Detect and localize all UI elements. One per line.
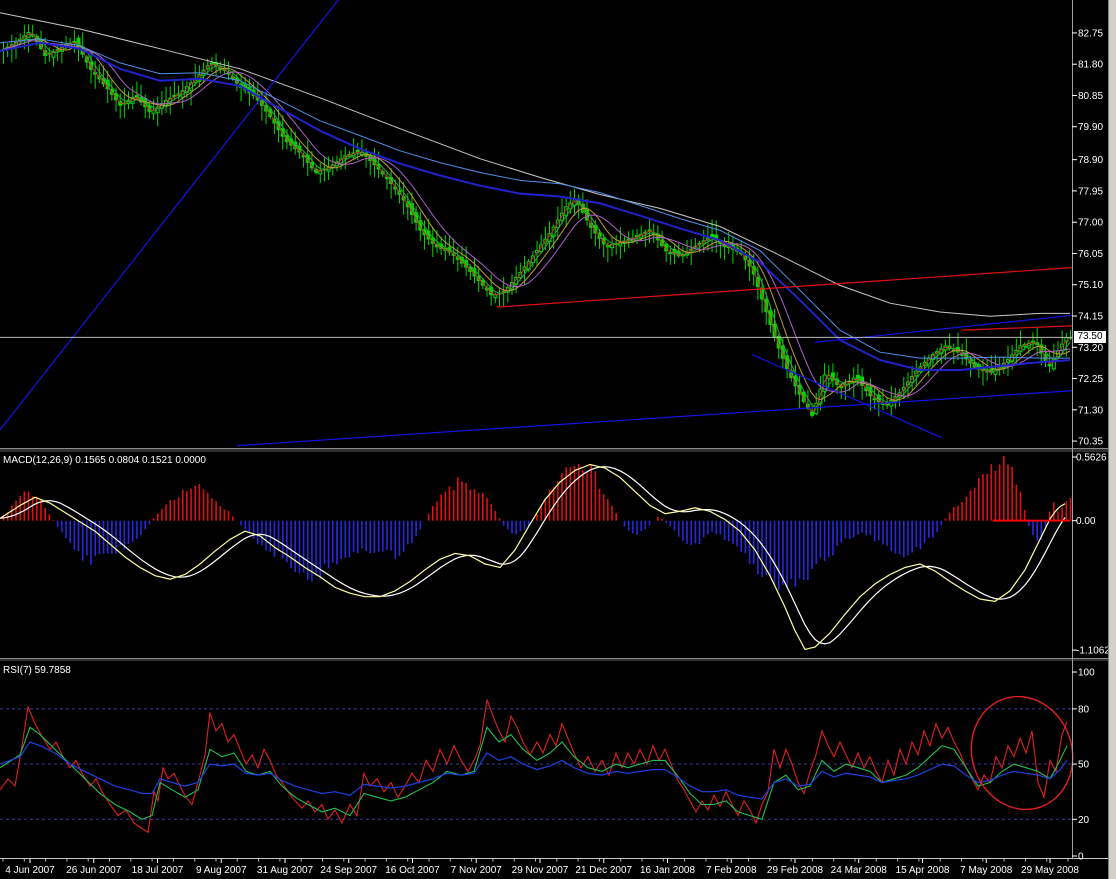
date-axis-label: 16 Oct 2007 [385, 865, 440, 876]
current-price-badge: 73.50 [1074, 331, 1106, 344]
ma-light-blue [0, 38, 1070, 359]
red-resistance-line [496, 267, 1073, 308]
price-axis-label: 75.10 [1078, 280, 1103, 291]
macd-axis-label: -1.1062 [1076, 646, 1110, 657]
date-axis-label: 16 Jan 2008 [640, 865, 695, 876]
date-axis-label: 7 Nov 2007 [451, 865, 503, 876]
red-circle-annotation [970, 695, 1074, 811]
window-right-frame[interactable] [1108, 0, 1116, 879]
main-chart-panel[interactable] [0, 0, 1072, 447]
price-axis-label: 81.80 [1078, 60, 1103, 71]
date-axis[interactable]: 4 Jun 2007 26 Jun 2007 18 Jul 2007 9 Aug 20… [2, 859, 1079, 876]
panel-separator[interactable] [0, 658, 1108, 661]
rsi-annotation [970, 695, 1074, 811]
date-axis-label: 7 Feb 2008 [706, 865, 757, 876]
price-axis-label: 70.35 [1078, 437, 1103, 448]
rsi-axis-label: 0 [1078, 852, 1084, 863]
date-axis-label: 29 Nov 2007 [512, 865, 569, 876]
rsi-axis-label: 100 [1078, 668, 1095, 679]
macd-lines [0, 463, 1070, 651]
price-axis-label: 80.85 [1078, 91, 1103, 102]
rsi-fast-red [0, 699, 1068, 834]
date-axis-label: 29 Feb 2008 [767, 865, 824, 876]
macd-main-line [0, 463, 1066, 651]
red-level-segment [961, 325, 1073, 331]
rsi-indicator-label: RSI(7) 59.7858 [3, 665, 71, 676]
macd-axis-label: 0.00 [1076, 516, 1096, 527]
long-support-line [236, 390, 1073, 447]
rsi-slow-blue [0, 741, 1068, 800]
date-axis-label: 4 Jun 2007 [5, 865, 55, 876]
rsi-axis[interactable]: 100 80 50 20 0 [1072, 668, 1095, 863]
date-axis-label: 31 Aug 2007 [257, 865, 314, 876]
macd-axis-label: 0.5626 [1076, 453, 1107, 464]
rsi-levels [0, 708, 1072, 820]
price-axis-label: 78.90 [1078, 155, 1103, 166]
short-downtrend-line [751, 353, 943, 439]
rsi-panel[interactable] [0, 661, 1072, 857]
rsi-axis-label: 20 [1078, 815, 1090, 826]
price-axis-label: 77.00 [1078, 218, 1103, 229]
date-axis-label: 18 Jul 2007 [132, 865, 184, 876]
price-axis-label: 74.15 [1078, 311, 1103, 322]
date-axis-label: 24 Sep 2007 [320, 865, 377, 876]
panel-chrome [0, 0, 1108, 859]
date-axis-label: 24 Mar 2008 [831, 865, 888, 876]
rsi-lines [0, 699, 1068, 834]
date-axis-label: 21 Dec 2007 [575, 865, 632, 876]
date-axis-label: 29 May 2008 [1021, 865, 1079, 876]
steep-uptrend-line [0, 0, 339, 431]
ma-dark-blue [0, 41, 1071, 371]
ma-slow-white [0, 12, 1070, 317]
rsi-axis-label: 80 [1078, 704, 1090, 715]
price-axis-label: 79.90 [1078, 122, 1103, 133]
price-axis-label: 77.95 [1078, 186, 1103, 197]
moving-averages [0, 12, 1071, 371]
panel-separator[interactable] [0, 448, 1108, 452]
price-axis-label: 82.75 [1078, 28, 1103, 39]
date-axis-label: 9 Aug 2007 [196, 865, 247, 876]
date-axis-label: 15 Apr 2008 [896, 865, 950, 876]
macd-axis[interactable]: 0.5626 0.00 -1.1062 [1072, 453, 1110, 657]
rsi-mid-green [0, 726, 1068, 820]
rsi-axis-label: 50 [1078, 760, 1090, 771]
price-axis-label: 73.20 [1078, 343, 1103, 354]
date-axis-label: 7 May 2008 [960, 865, 1013, 876]
macd-panel[interactable] [0, 452, 1072, 657]
macd-histogram [2, 456, 1072, 591]
price-axis-label: 72.25 [1078, 374, 1103, 385]
date-axis-label: 26 Jun 2007 [66, 865, 121, 876]
macd-indicator-label: MACD(12,26,9) 0.1565 0.0804 0.1521 0.000… [3, 455, 206, 466]
price-axis-label: 71.30 [1078, 405, 1103, 416]
price-axis[interactable]: 82.75 81.80 80.85 79.90 78.90 77.95 77.00 76.05… [1072, 28, 1103, 448]
price-axis-label: 76.05 [1078, 249, 1103, 260]
trend-lines [0, 0, 1073, 447]
